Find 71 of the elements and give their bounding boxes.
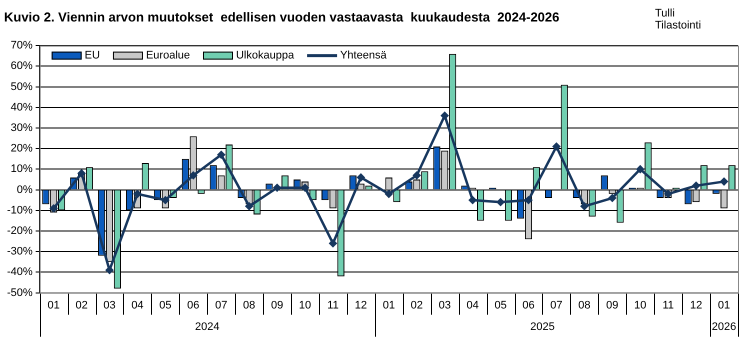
x-tick-label: 06: [522, 299, 535, 312]
legend-label: Euroalue: [146, 50, 190, 62]
chart-title: Kuvio 2. Viennin arvon muutokset edellisen vuoden vastaavasta kuukaudesta 2024-2026: [4, 9, 560, 24]
x-tick-label: 01: [382, 299, 395, 312]
text: Tulli: [655, 8, 675, 20]
point: [608, 194, 616, 202]
y-tick-label: -30%: [6, 246, 33, 258]
point: [329, 240, 337, 248]
y-tick-label: 50%: [10, 80, 33, 93]
x-tick-label: 05: [159, 299, 172, 312]
x-tick-label: 04: [466, 299, 479, 312]
x-tick-label: 12: [690, 299, 702, 312]
point: [524, 196, 532, 204]
x-tick-label: 01: [718, 299, 730, 312]
point: [552, 142, 560, 150]
x-tick-label: 09: [270, 299, 284, 312]
point: [106, 266, 114, 274]
y-tick-label: -50%: [6, 286, 33, 299]
text: 2026: [712, 320, 736, 333]
y-tick-label: -20%: [6, 225, 33, 238]
point: [720, 178, 728, 186]
point: [636, 165, 644, 173]
point: [496, 198, 504, 206]
x-tick-label: 12: [354, 299, 368, 312]
x-tick-label: 04: [131, 299, 144, 312]
point: [385, 190, 393, 198]
x-tick-label: 08: [243, 299, 256, 312]
point: [357, 174, 365, 182]
point: [190, 172, 198, 180]
x-tick-label: 07: [550, 299, 563, 312]
x-tick-label: 11: [662, 299, 674, 312]
text: 2024: [195, 320, 220, 333]
point: [468, 196, 476, 204]
y-tick-label: 60%: [10, 60, 33, 72]
x-tick-label: 02: [410, 299, 423, 312]
legend-label: EU: [84, 50, 100, 62]
point: [413, 172, 421, 180]
point: [580, 202, 588, 210]
y-tick-label: 70%: [10, 40, 33, 52]
x-tick-label: 11: [327, 299, 339, 312]
y-tick-label: 10%: [10, 163, 33, 176]
y-tick-label: 30%: [10, 122, 33, 134]
x-tick-label: 02: [75, 299, 88, 312]
point: [273, 184, 281, 192]
point: [440, 112, 448, 120]
y-tick-label: 40%: [10, 101, 33, 114]
x-tick-label: 01: [48, 299, 60, 312]
point: [245, 202, 253, 210]
x-tick-label: 07: [215, 299, 228, 312]
y-tick-label: 0%: [16, 184, 33, 196]
point: [692, 182, 700, 190]
y-tick-label: -40%: [6, 266, 33, 278]
x-tick-label: 06: [187, 299, 200, 312]
x-tick-label: 03: [103, 299, 116, 312]
legend-label: Ulkokauppa: [236, 50, 295, 62]
text: Tilastointi: [655, 20, 702, 32]
y-tick-label: 20%: [10, 142, 33, 155]
x-tick-label: 10: [298, 299, 312, 312]
point: [78, 170, 86, 178]
text: 2025: [530, 320, 555, 333]
point: [134, 190, 142, 198]
legend-label: Yhteensä: [340, 50, 388, 62]
x-tick-label: 10: [634, 299, 646, 312]
point: [162, 196, 170, 204]
point: [217, 151, 225, 159]
x-tick-label: 09: [606, 299, 618, 312]
y-tick-label: -10%: [6, 204, 33, 216]
x-tick-label: 03: [438, 299, 451, 312]
x-tick-label: 08: [578, 299, 590, 312]
point: [50, 204, 58, 212]
x-tick-label: 05: [494, 299, 507, 312]
